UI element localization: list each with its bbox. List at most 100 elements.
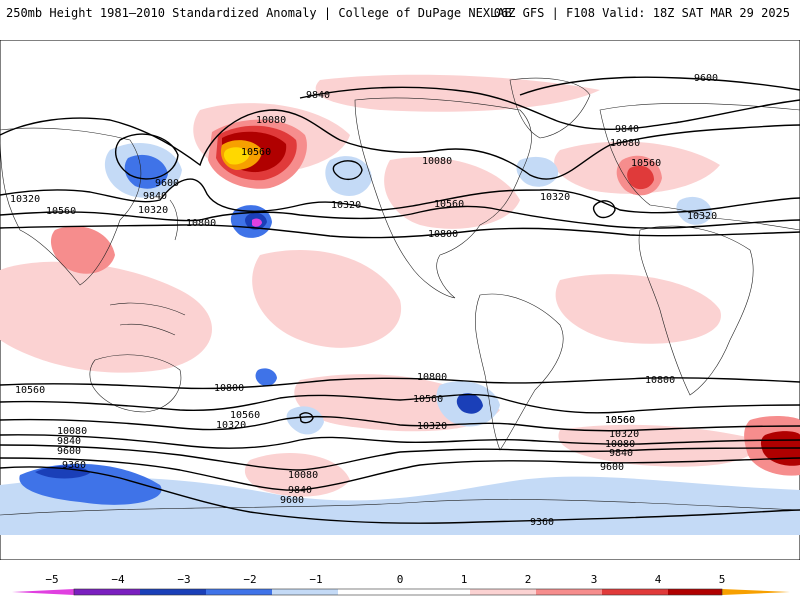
- australia-outline: [89, 354, 182, 413]
- indonesia-outline: [109, 302, 186, 336]
- contour-label: 10080: [610, 138, 640, 149]
- colorbar-seg-pos1: [470, 589, 536, 595]
- contour-label: 10320: [417, 421, 447, 432]
- contour-label: 10560: [15, 385, 45, 396]
- contour-10560-north: [0, 205, 800, 229]
- contour-10320-south: [0, 415, 800, 432]
- colorbar-tick: −1: [309, 573, 322, 586]
- contour-label: 9840: [143, 191, 167, 202]
- contour-label: 10320: [138, 205, 168, 216]
- contour-label: 10560: [605, 415, 635, 426]
- contour-label: 9600: [57, 446, 81, 457]
- contour-label: 10800: [214, 383, 244, 394]
- colorbar-tip-high: [722, 589, 790, 595]
- colorbar-seg-neg1: [272, 589, 338, 595]
- contour-label: 10800: [417, 372, 447, 383]
- colorbar-seg-neg3: [140, 589, 206, 595]
- contour-9840-north: [299, 86, 800, 131]
- colorbar-tick: 2: [525, 573, 532, 586]
- contour-label: 10560: [241, 147, 271, 158]
- south-america-outline: [475, 293, 564, 451]
- contour-label: 10080: [57, 426, 87, 437]
- colorbar-seg-neg2: [206, 589, 272, 595]
- eurasia-outline: [599, 102, 800, 231]
- contour-9840-south: [0, 444, 800, 471]
- contour-10080-north: [0, 109, 800, 180]
- contour-label: 10320: [10, 194, 40, 205]
- contour-closed-low-med: [592, 200, 616, 219]
- colorbar-tick: 3: [591, 573, 598, 586]
- contour-label: 9600: [155, 178, 179, 189]
- contour-label: 10320: [687, 211, 717, 222]
- colorbar-tick: 1: [461, 573, 468, 586]
- colorbar-tick-labels: −5 −4 −3 −2 −1 0 1 2 3 4 5: [45, 573, 725, 586]
- contour-label: 10560: [46, 206, 76, 217]
- colorbar-seg-zero: [338, 589, 470, 595]
- east-asia-trough-core: [124, 154, 168, 189]
- colorbar-tick: −5: [45, 573, 58, 586]
- contour-value-labels: 9600 9840 9840 10080 10560 10080 10080 1…: [10, 73, 718, 528]
- contour-label: 10560: [631, 158, 661, 169]
- colorbar-seg-neg4: [74, 589, 140, 595]
- south-america-low-core: [456, 393, 483, 414]
- colorbar-tick: −4: [111, 573, 125, 586]
- map-title: 250mb Height 1981–2010 Standardized Anom…: [6, 6, 512, 20]
- contour-label: 10560: [605, 415, 635, 426]
- contour-label: 9360: [62, 460, 86, 471]
- contour-label: 10080: [605, 439, 635, 450]
- north-pacific-ridge-pos6: [223, 147, 250, 165]
- contour-10080-south: [0, 434, 800, 449]
- se-asia-positive: [50, 226, 116, 274]
- south-pacific-low: [255, 368, 277, 386]
- contour-label: 9600: [600, 462, 624, 473]
- arctic-positive: [315, 74, 600, 112]
- contour-label: 10560: [230, 410, 260, 421]
- contour-10560-south: [0, 393, 800, 414]
- colorbar-tick: 5: [719, 573, 726, 586]
- colorbar-tick: 0: [397, 573, 404, 586]
- contour-10800-north: [0, 224, 800, 239]
- south-indian-positive: [244, 452, 350, 497]
- southern-negative-band: [0, 476, 800, 535]
- contour-closed-low-pacific: [332, 160, 363, 181]
- contour-label: 10800: [186, 218, 216, 229]
- contour-9600-south: [0, 457, 800, 491]
- contour-label: 10080: [288, 470, 318, 481]
- indian-ocean-positive: [0, 261, 213, 373]
- contour-10320-north: [0, 178, 800, 214]
- japan-outline: [169, 199, 179, 241]
- contour-10800-south: [0, 377, 800, 390]
- contour-label: 10560: [413, 394, 443, 405]
- contour-label: 9840: [609, 448, 633, 459]
- contour-label: 9600: [280, 495, 304, 506]
- contour-label: 10320: [609, 429, 639, 440]
- contour-closed-low-east-asia: [114, 133, 179, 180]
- africa-outline: [638, 225, 754, 396]
- greenland-outline: [509, 77, 591, 139]
- contour-closed-low-south-indian: [299, 412, 314, 424]
- colorbar-tick: −3: [177, 573, 190, 586]
- contour-label: 10800: [428, 229, 458, 240]
- contour-label: 10320: [540, 192, 570, 203]
- pacific-positive: [252, 250, 402, 348]
- contour-label: 9840: [306, 90, 330, 101]
- asia-west-outline: [0, 127, 142, 286]
- north-america-outline: [354, 97, 532, 299]
- colorbar-seg-pos3: [602, 589, 668, 595]
- anomaly-shading: [0, 74, 800, 535]
- colorbar-tip-low: [12, 589, 74, 595]
- contour-label: 10320: [331, 200, 361, 211]
- color-scale-legend: −5 −4 −3 −2 −1 0 1 2 3 4 5: [12, 573, 790, 596]
- colorbar-seg-pos4: [668, 589, 722, 595]
- contour-label: 10320: [216, 420, 246, 431]
- colorbar-outline: [73, 588, 723, 596]
- antarctic-core-negative: [35, 465, 90, 479]
- atlantic-positive: [555, 274, 721, 344]
- model-valid-time: 06Z GFS | F108 Valid: 18Z SAT MAR 29 202…: [493, 6, 790, 20]
- contour-9600-north: [519, 76, 800, 96]
- contour-label: 10080: [422, 156, 452, 167]
- contour-9360-south: [0, 466, 800, 524]
- contour-label: 9840: [57, 436, 81, 447]
- coastlines: [0, 77, 800, 516]
- colorbar-tick: −2: [243, 573, 256, 586]
